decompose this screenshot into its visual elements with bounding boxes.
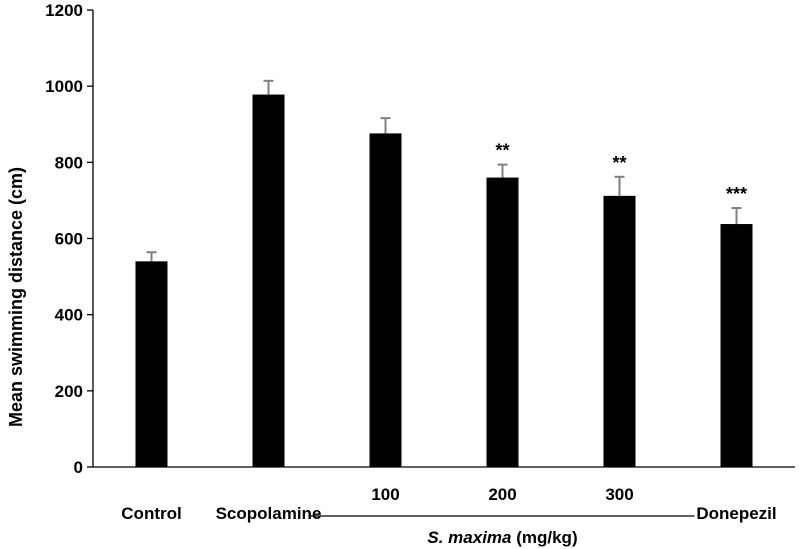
bar	[720, 224, 753, 467]
bar	[603, 195, 636, 467]
y-tick-label: 200	[55, 382, 83, 401]
group-label-species: S. maxima	[427, 528, 511, 547]
significance-marker: **	[495, 141, 509, 161]
axes	[92, 10, 795, 468]
x-tick-label: Donepezil	[696, 504, 776, 523]
y-tick-label: 1200	[45, 1, 83, 20]
bar	[252, 94, 285, 468]
significance-marker: **	[612, 153, 626, 173]
y-tick-label: 0	[74, 458, 83, 477]
group-label: S. maxima (mg/kg)	[427, 528, 577, 547]
x-tick-label: 300	[605, 485, 633, 504]
x-tick-label: 200	[488, 485, 516, 504]
x-tick-label: 100	[371, 485, 399, 504]
x-axis-labels: Control Scopolamine 100 200 300 Donepezil	[121, 485, 776, 523]
y-axis: 0 200 400 600 800 1000 1200	[45, 1, 93, 477]
bar	[369, 133, 402, 467]
significance-marker: ***	[726, 184, 747, 204]
y-tick-label: 800	[55, 153, 83, 172]
dose-group-annotation: S. maxima (mg/kg)	[310, 515, 695, 547]
x-tick-label: Control	[121, 504, 181, 523]
x-tick-label: Scopolamine	[216, 504, 322, 523]
bar	[135, 261, 168, 467]
y-axis-label: Mean swimming distance (cm)	[6, 167, 26, 427]
y-tick-label: 600	[55, 230, 83, 249]
y-tick-label: 400	[55, 306, 83, 325]
bar	[486, 177, 519, 468]
y-tick-label: 1000	[45, 77, 83, 96]
group-label-unit: (mg/kg)	[512, 528, 578, 547]
bars-group: *******	[135, 79, 753, 468]
